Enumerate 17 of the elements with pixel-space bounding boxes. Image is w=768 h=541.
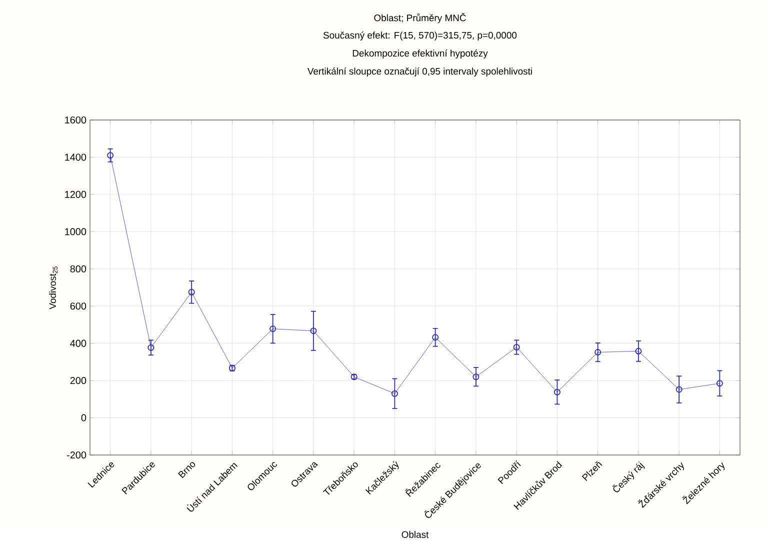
x-tick-label: Brno bbox=[178, 462, 196, 478]
text: Dekompozice efektivní hypotézy bbox=[352, 49, 488, 58]
x-axis-title: Oblast bbox=[402, 530, 429, 538]
chart-subtitle: Současný efekt: F(15, 570)=315,75, p=0,0000 bbox=[323, 31, 517, 40]
y-tick-label: 1600 bbox=[65, 116, 86, 124]
y-tick-label: 1000 bbox=[65, 228, 86, 236]
y-tick-label: 200 bbox=[70, 376, 86, 384]
chart-title: Oblast; Průměry MNČ bbox=[374, 12, 466, 23]
text: Vertikální sloupce označují 0,95 intervaly spolehlivosti bbox=[307, 67, 532, 76]
y-tick-label: 600 bbox=[70, 302, 86, 310]
y-tick-label: 0 bbox=[81, 414, 86, 422]
y-tick-label: 400 bbox=[70, 340, 86, 347]
y-tick-label: 800 bbox=[70, 265, 86, 272]
y-tick-label: 1200 bbox=[65, 190, 86, 198]
y-axis-title: Vodivost$_{25}$ bbox=[49, 266, 58, 310]
y-tick-label: 1400 bbox=[65, 154, 86, 161]
y-tick-label: -200 bbox=[66, 451, 86, 458]
